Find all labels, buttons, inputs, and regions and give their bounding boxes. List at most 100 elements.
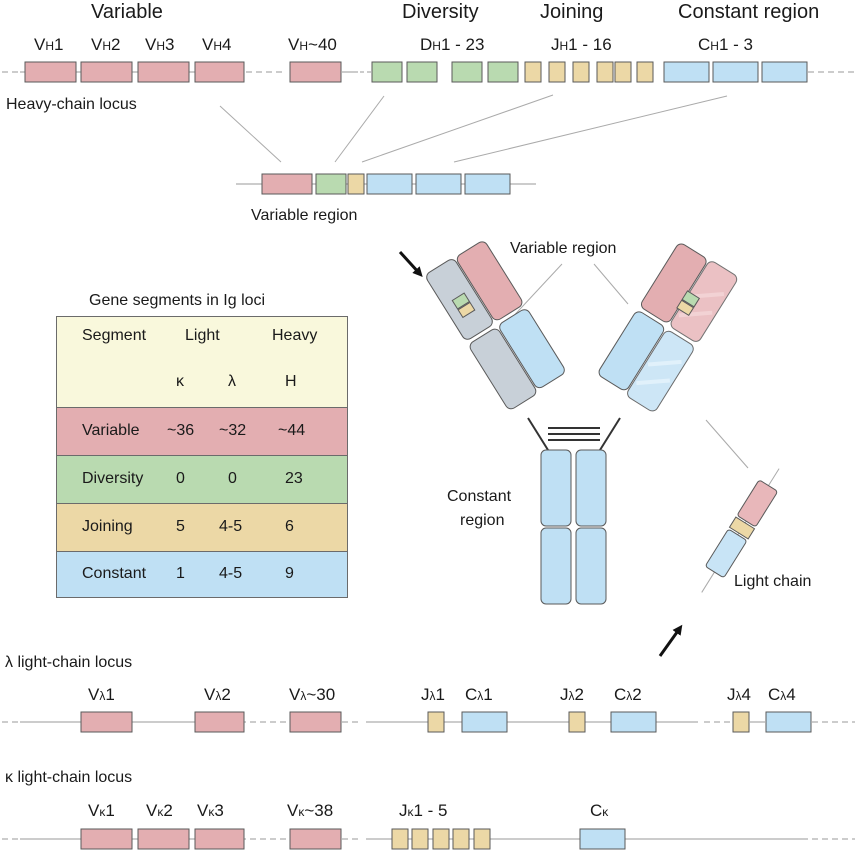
- dh-label: DH1 - 23: [420, 35, 485, 54]
- jl1-segment: [427, 711, 445, 733]
- jk-segment: [391, 828, 409, 850]
- header-h: H: [285, 373, 297, 390]
- row-lambda: 0: [228, 470, 237, 487]
- header-segment: Segment: [82, 327, 147, 344]
- vl1-segment: [80, 711, 133, 733]
- jk-segment: [452, 828, 470, 850]
- constant-region-label-line2: region: [460, 512, 505, 529]
- vl30-segment: [289, 711, 342, 733]
- row-lambda: 4-5: [219, 518, 243, 535]
- arrow-down-icon: [398, 250, 423, 277]
- header-heavy: Heavy: [272, 327, 318, 344]
- vk2-segment: [137, 828, 190, 850]
- ch-label: CH1 - 3: [698, 35, 753, 54]
- vl2-segment: [194, 711, 245, 733]
- dh-segment: [487, 61, 519, 83]
- vk3-label: Vκ3: [197, 801, 224, 820]
- jh-segment: [524, 61, 542, 83]
- vk38-segment: [289, 828, 342, 850]
- dh-segment: [451, 61, 483, 83]
- vh2-segment: [80, 61, 133, 83]
- vh4-label: VH4: [202, 35, 232, 54]
- header-kappa: κ: [176, 373, 184, 390]
- constant-region-label-line1: Constant: [447, 488, 512, 505]
- table-row: Constant 1 4-5 9: [57, 551, 347, 597]
- header-lambda: λ: [228, 373, 236, 390]
- jk-label: Jκ1 - 5: [399, 801, 448, 820]
- vh1-segment: [24, 61, 77, 83]
- vk2-label: Vκ2: [146, 801, 173, 820]
- jh-segment: [636, 61, 654, 83]
- vl1-label: Vλ1: [88, 685, 115, 704]
- jl4-label: Jλ4: [727, 685, 751, 704]
- vl30-label: Vλ~30: [289, 685, 336, 704]
- vk1-segment: [80, 828, 133, 850]
- row-kappa: 1: [176, 565, 185, 582]
- cl2-label: Cλ2: [614, 685, 642, 704]
- kappa-locus-segments: [80, 828, 626, 850]
- row-heavy: 9: [285, 565, 294, 582]
- vh1-label: VH1: [34, 35, 64, 54]
- ch-segment: [663, 61, 710, 83]
- row-kappa: 5: [176, 518, 185, 535]
- row-label: Diversity: [82, 470, 144, 487]
- antibody-variable-region-label: Variable region: [510, 240, 617, 257]
- cl4-segment: [765, 711, 812, 733]
- table-title: Gene segments in Ig loci: [89, 292, 266, 309]
- vk1-label: Vκ1: [88, 801, 115, 820]
- heavy-variable-header: Variable: [91, 1, 163, 23]
- ck-segment: [579, 828, 626, 850]
- row-heavy: 23: [285, 470, 303, 487]
- jk-segment: [411, 828, 429, 850]
- jh-segment: [596, 61, 614, 83]
- jk-segment: [473, 828, 491, 850]
- row-label: Constant: [82, 565, 147, 582]
- row-lambda: ~32: [219, 422, 247, 439]
- rearranged-variable-region-label: Variable region: [251, 207, 358, 224]
- heavy-constant-header: Constant region: [678, 1, 820, 23]
- jl4-segment: [732, 711, 750, 733]
- table-row: Diversity 0 0 23: [57, 455, 347, 503]
- table-row: Joining 5 4-5 6: [57, 503, 347, 551]
- rearranged-gene: [236, 173, 536, 195]
- jh-segment: [572, 61, 590, 83]
- vh3-segment: [137, 61, 190, 83]
- vl2-label: Vλ2: [204, 685, 231, 704]
- jh-segment: [548, 61, 566, 83]
- heavy-locus-segments: [24, 61, 808, 83]
- row-kappa: ~36: [167, 422, 195, 439]
- vh4-segment: [194, 61, 245, 83]
- light-chain-label: Light chain: [734, 573, 812, 590]
- row-heavy: 6: [285, 518, 294, 535]
- vh3-label: VH3: [145, 35, 175, 54]
- cl1-segment: [461, 711, 508, 733]
- antibody-graphic: [426, 241, 780, 605]
- cl2-segment: [610, 711, 657, 733]
- lambda-locus-label: λ light-chain locus: [5, 654, 133, 671]
- jl2-label: Jλ2: [560, 685, 584, 704]
- heavy-locus-label: Heavy-chain locus: [6, 96, 137, 113]
- dh-segment: [371, 61, 403, 83]
- kappa-locus-label: κ light-chain locus: [5, 769, 133, 786]
- lambda-locus-segments: [80, 711, 812, 733]
- heavy-joining-header: Joining: [540, 1, 604, 23]
- table-header-row: Segment Light Heavy κ λ H: [57, 317, 347, 407]
- jl1-label: Jλ1: [421, 685, 445, 704]
- jh-segment: [614, 61, 632, 83]
- row-heavy: ~44: [278, 422, 306, 439]
- cl1-label: Cλ1: [465, 685, 493, 704]
- ch-segment: [712, 61, 759, 83]
- heavy-diversity-header: Diversity: [402, 1, 479, 23]
- jk-segment: [432, 828, 450, 850]
- vh40-segment: [289, 61, 342, 83]
- ch-segment: [761, 61, 808, 83]
- vh2-label: VH2: [91, 35, 121, 54]
- row-label: Variable: [82, 422, 140, 439]
- cl4-label: Cλ4: [768, 685, 796, 704]
- vk3-segment: [194, 828, 245, 850]
- row-label: Joining: [82, 518, 133, 535]
- arrow-up-icon: [658, 624, 683, 657]
- jh-label: JH1 - 16: [551, 35, 612, 54]
- vh40-label: VH~40: [288, 35, 337, 54]
- dh-segment: [406, 61, 438, 83]
